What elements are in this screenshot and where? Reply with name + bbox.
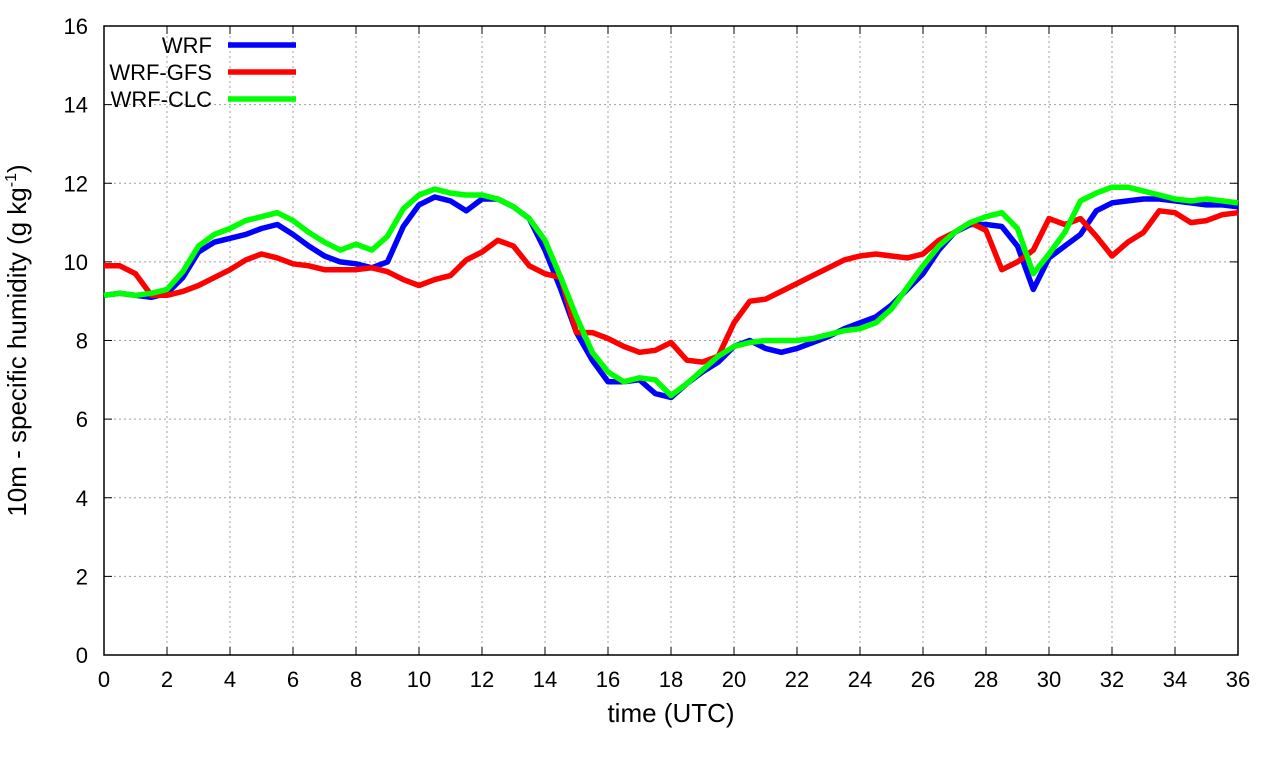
series-line-wrf-gfs — [104, 208, 1239, 365]
x-tick-label: 4 — [224, 667, 236, 692]
x-tick-label: 30 — [1037, 667, 1061, 692]
x-tick-label: 10 — [407, 667, 431, 692]
y-axis-title-main: 10m - specific humidity (g kg — [2, 187, 32, 516]
x-tick-label: 6 — [287, 667, 299, 692]
y-axis-title: 10m - specific humidity (g kg-1) — [2, 164, 32, 516]
data-series — [103, 184, 1239, 401]
series-line-wrf-clc — [103, 184, 1239, 399]
y-tick-label: 10 — [64, 250, 88, 275]
x-tick-label: 28 — [974, 667, 998, 692]
x-tick-label: 34 — [1163, 667, 1187, 692]
y-tick-label: 14 — [64, 93, 88, 118]
y-axis-title-close: ) — [2, 164, 32, 173]
x-tick-label: 16 — [596, 667, 620, 692]
axis-ticks: 0 2 4 6 8 10 12 14 16 18 20 22 24 26 28 30 32 34 360246810… — [64, 14, 1251, 692]
legend-label-wrf-gfs: WRF-GFS — [109, 60, 212, 85]
y-tick-label: 2 — [76, 564, 88, 589]
x-tick-label: 36 — [1226, 667, 1250, 692]
y-tick-label: 8 — [76, 329, 88, 354]
legend-label-wrf-clc: WRF-CLC — [111, 87, 213, 112]
y-tick-label: 6 — [76, 407, 88, 432]
x-tick-label: 0 — [98, 667, 110, 692]
x-tick-label: 12 — [470, 667, 494, 692]
x-tick-label: 2 — [161, 667, 173, 692]
y-tick-label: 4 — [76, 486, 88, 511]
y-axis-title-superscript: -1 — [3, 173, 20, 187]
x-tick-label: 32 — [1100, 667, 1124, 692]
x-tick-label: 26 — [911, 667, 935, 692]
y-tick-label: 0 — [76, 643, 88, 668]
x-tick-label: 18 — [659, 667, 683, 692]
x-tick-label: 22 — [785, 667, 809, 692]
x-tick-label: 24 — [848, 667, 872, 692]
y-tick-label: 16 — [64, 14, 88, 39]
x-tick-label: 8 — [350, 667, 362, 692]
x-tick-label: 20 — [722, 667, 746, 692]
legend-label-wrf: WRF — [162, 33, 212, 58]
x-tick-label: 14 — [533, 667, 557, 692]
y-tick-label: 12 — [64, 171, 88, 196]
x-axis-title: time (UTC) — [607, 698, 734, 728]
